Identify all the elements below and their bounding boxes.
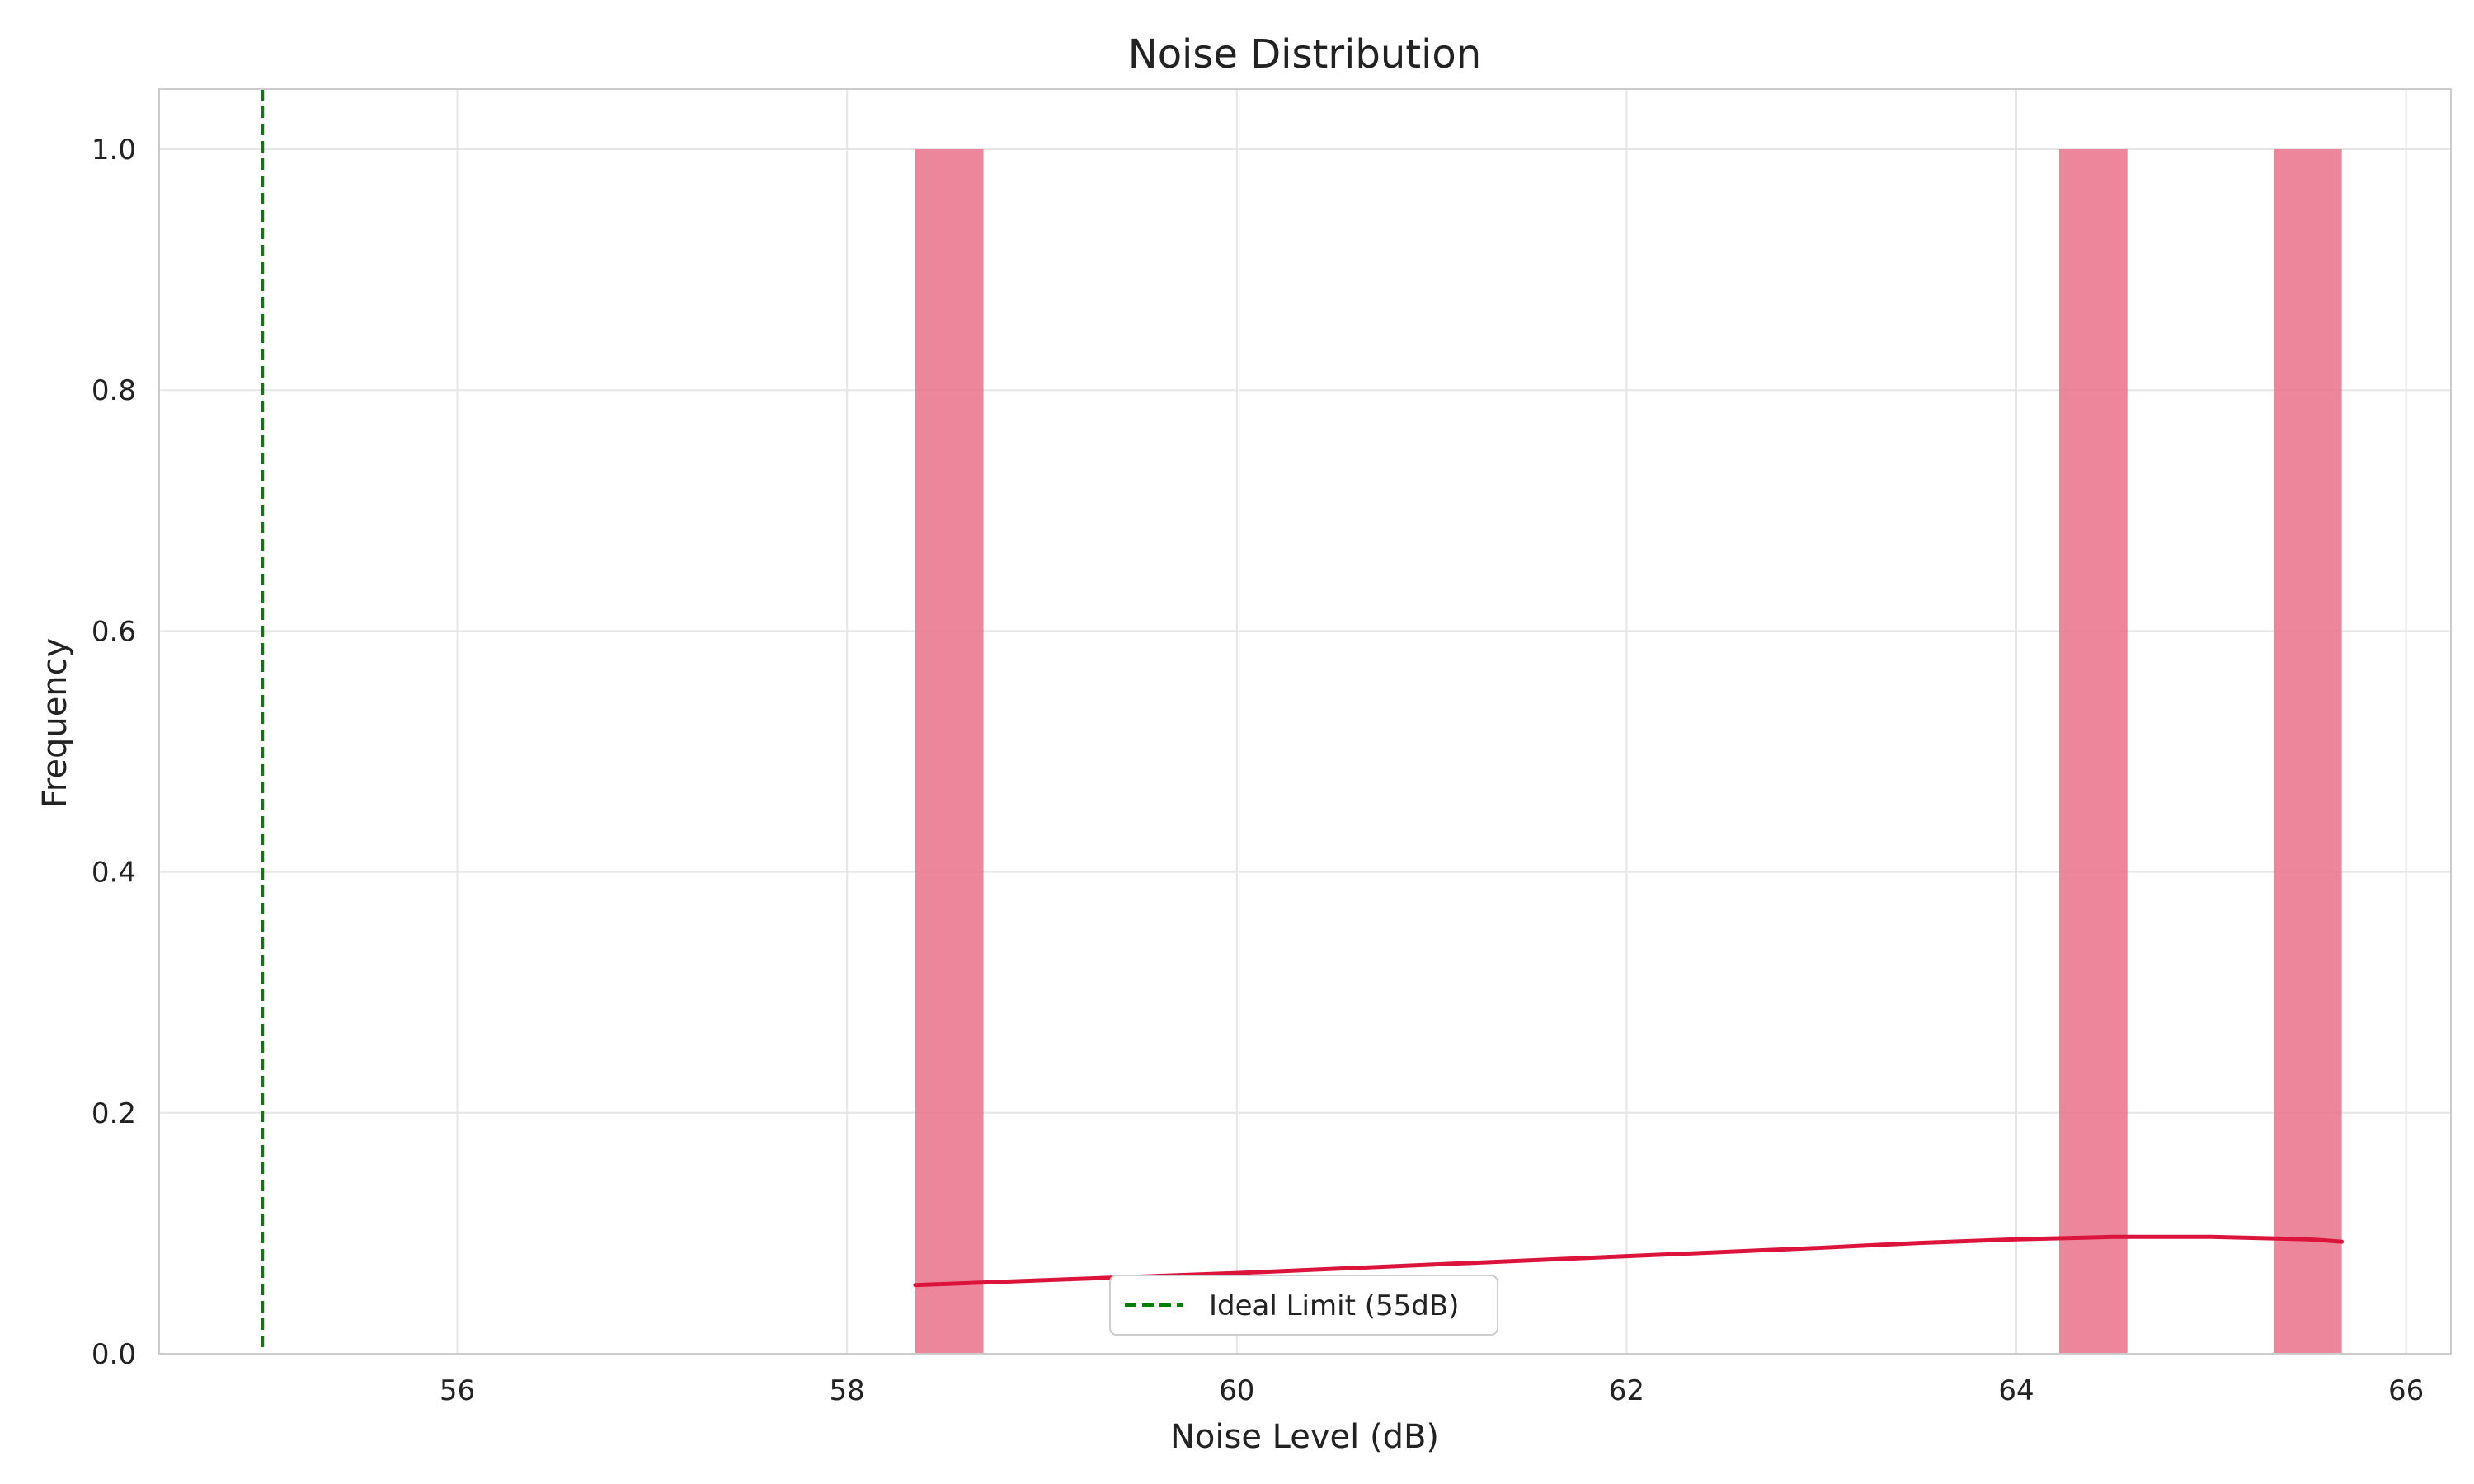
y-tick-label: 0.4 xyxy=(92,857,136,890)
x-tick-label: 56 xyxy=(440,1374,475,1407)
histogram-bars xyxy=(915,149,2342,1355)
kde-curve-layer xyxy=(913,1234,2345,1288)
y-tick-label: 0.8 xyxy=(92,374,136,407)
x-tick-label: 58 xyxy=(830,1374,865,1407)
kde-curve xyxy=(913,1234,2345,1288)
x-axis-label: Noise Level (dB) xyxy=(1170,1418,1439,1456)
legend-box xyxy=(1109,1275,1498,1336)
legend: Ideal Limit (55dB) xyxy=(1109,1275,1498,1336)
histogram-bar xyxy=(2059,149,2128,1355)
y-tick-label: 0.2 xyxy=(92,1097,136,1130)
plot-frame xyxy=(158,88,2452,1355)
y-tick-label: 0.6 xyxy=(92,615,136,648)
legend-entry-ideal-limit: Ideal Limit (55dB) xyxy=(1209,1289,1459,1322)
y-axis-ticks: 0.0 0.2 0.4 0.6 0.8 1.0 xyxy=(92,134,136,1371)
histogram-bar xyxy=(2273,149,2342,1355)
x-tick-label: 64 xyxy=(1998,1374,2034,1407)
y-tick-label: 1.0 xyxy=(92,134,136,167)
y-axis-label: Frequency xyxy=(36,638,74,809)
histogram-bar xyxy=(915,149,984,1355)
x-tick-label: 66 xyxy=(2388,1374,2424,1407)
x-axis-ticks: 56 58 60 62 64 66 xyxy=(440,1374,2424,1407)
x-tick-label: 62 xyxy=(1609,1374,1644,1407)
chart-title: Noise Distribution xyxy=(1128,31,1481,77)
y-tick-label: 0.0 xyxy=(92,1338,136,1371)
x-tick-label: 60 xyxy=(1219,1374,1254,1407)
